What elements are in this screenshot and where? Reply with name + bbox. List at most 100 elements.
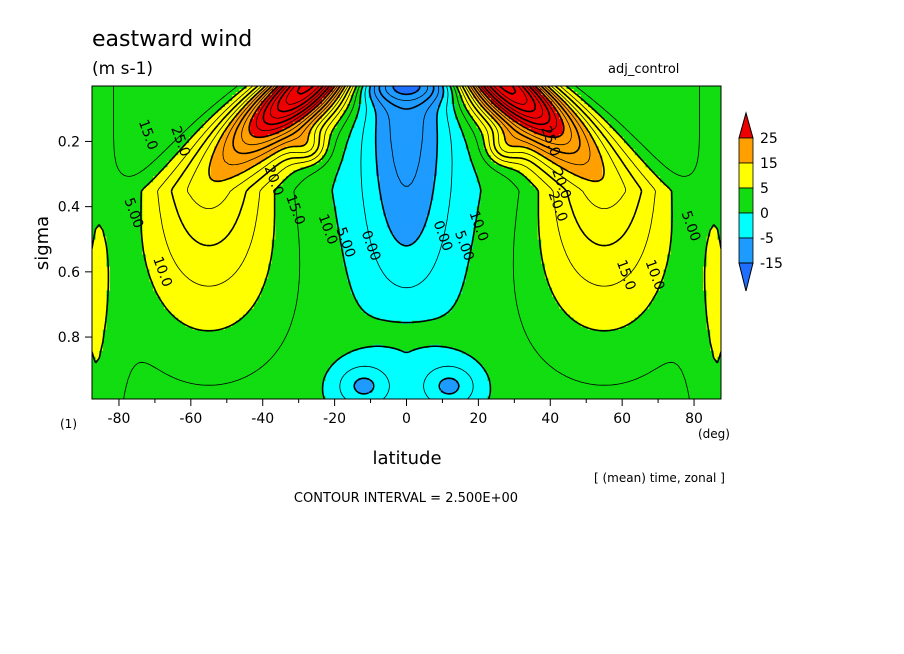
contour-cell [92, 182, 151, 186]
contour-cell [487, 95, 546, 99]
contour-cell [275, 221, 338, 226]
contour-cell [102, 341, 711, 346]
contour-cell [350, 95, 363, 99]
contour-cell [286, 146, 330, 150]
contour-cell [92, 260, 107, 265]
contour-cell [706, 290, 721, 295]
contour-cell [437, 158, 470, 162]
averaging-note: [ (mean) time, zonal ] [594, 471, 725, 485]
contour-cell [347, 146, 377, 150]
contour-cell [92, 374, 327, 379]
contour-cell [142, 194, 276, 198]
contour-cell [379, 176, 435, 180]
contour-cell [476, 179, 532, 183]
contour-cell [275, 188, 334, 192]
contour-cell [354, 122, 377, 126]
contour-cell [469, 254, 542, 259]
contour-cell [160, 170, 212, 174]
contour-cell [92, 305, 107, 310]
contour-cell [440, 98, 453, 102]
contour-cell [106, 320, 183, 325]
contour-cell [379, 185, 435, 189]
contour-cell [275, 152, 327, 156]
x-tick-label: 80 [685, 411, 703, 427]
contour-cell [455, 110, 470, 114]
contour-cell [429, 206, 478, 210]
contour-cell [501, 164, 560, 168]
contour-cell [142, 236, 276, 241]
contour-cell [462, 290, 553, 295]
contour-cell [329, 143, 348, 147]
contour-cell [458, 125, 478, 129]
contour-cell [332, 194, 381, 198]
contour-cell [548, 281, 661, 286]
contour-cell [325, 152, 345, 156]
contour-cell [577, 320, 632, 325]
contour-cell [483, 146, 528, 150]
contour-cell [92, 227, 97, 232]
contour-cell [340, 236, 395, 241]
contour-cell [375, 134, 438, 138]
contour-cell [271, 254, 345, 259]
contour-cell [544, 155, 603, 159]
contour-cell [106, 317, 179, 322]
contour-cell [109, 266, 147, 271]
contour-cell [498, 107, 557, 111]
contour-cell [340, 92, 355, 96]
contour-cell [239, 110, 258, 114]
contour-cell [106, 302, 165, 307]
contour-cell [472, 239, 542, 244]
contour-cell [92, 290, 107, 295]
contour-cell [92, 206, 143, 210]
contour-cell [505, 140, 596, 144]
contour-cell [275, 227, 341, 232]
contour-cell [573, 173, 603, 177]
colorbar-segment [738, 162, 754, 189]
contour-cell [570, 170, 603, 174]
contour-cell [271, 245, 341, 250]
contour-cell [257, 296, 355, 301]
contour-cell [325, 149, 345, 153]
contour-cell [109, 269, 151, 274]
contour-cell [566, 311, 643, 316]
contour-cell [347, 275, 467, 280]
contour-cell [375, 125, 438, 129]
contour-cell [383, 209, 431, 214]
contour-cell [455, 302, 560, 307]
contour-cell [92, 326, 107, 331]
contour-cell [480, 185, 535, 189]
contour-cell [480, 89, 542, 93]
contour-cell [555, 296, 654, 301]
contour-cell [375, 128, 438, 132]
x-tick-label: 20 [469, 411, 487, 427]
x-tick-label: 40 [541, 411, 559, 427]
contour-cell [260, 104, 320, 108]
contour-cell [92, 287, 111, 292]
contour-cell [433, 188, 481, 192]
contour-cell [570, 314, 639, 319]
contour-cell [92, 332, 104, 337]
contour-cell [189, 137, 222, 141]
contour-cell [142, 251, 273, 256]
contour-cell [703, 272, 721, 277]
contour-cell [92, 215, 143, 220]
contour-cell [192, 326, 226, 331]
units-label: (m s-1) [92, 59, 153, 79]
contour-cell [386, 215, 427, 220]
contour-cell [541, 242, 672, 247]
contour-cell [440, 104, 456, 108]
contour-cell [210, 176, 233, 180]
y-axis-title: sigma [32, 216, 53, 270]
contour-cell [670, 191, 721, 195]
contour-cell [375, 143, 438, 147]
contour-cell [710, 344, 721, 349]
contour-cell [710, 347, 721, 352]
contour-cell [641, 158, 721, 162]
contour-cell [490, 383, 721, 388]
contour-cell [717, 227, 721, 232]
contour-cell [537, 230, 672, 235]
contour-cell [541, 248, 672, 253]
contour-cell [257, 107, 316, 111]
contour-cell [92, 98, 233, 102]
contour-cell [462, 287, 553, 292]
